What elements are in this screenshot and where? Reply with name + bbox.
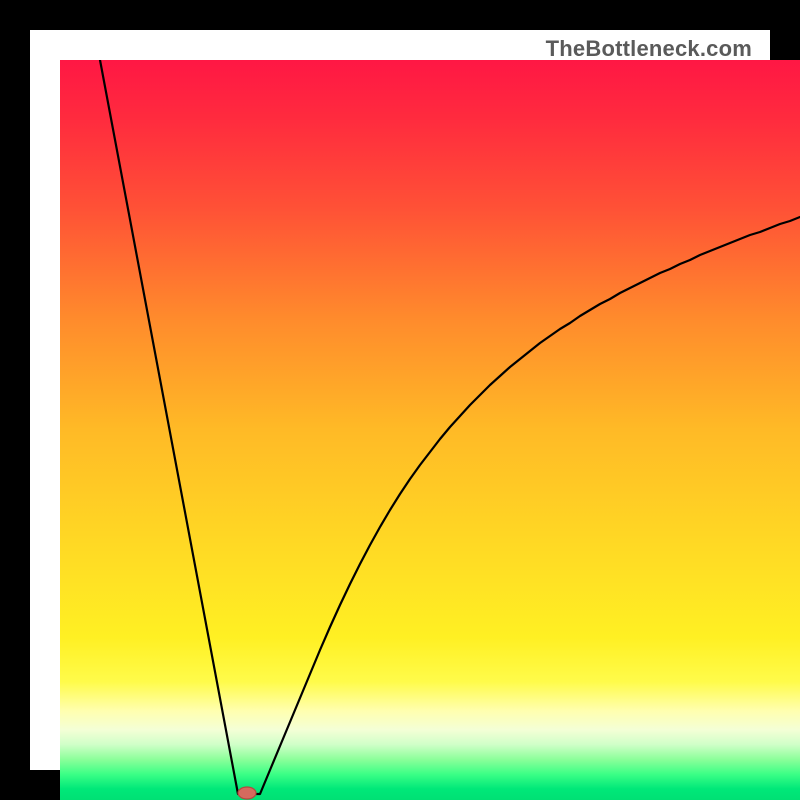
watermark-text: TheBottleneck.com: [546, 36, 752, 62]
minimum-marker: [238, 787, 256, 799]
chart-area: [60, 60, 800, 800]
chart-frame: TheBottleneck.com: [0, 0, 800, 800]
bottleneck-line-chart: [60, 60, 800, 800]
gradient-background: [60, 60, 800, 800]
